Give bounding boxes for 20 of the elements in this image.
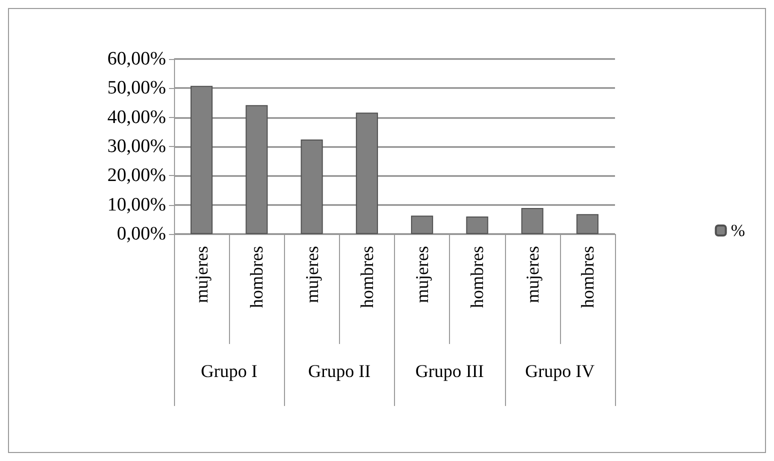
y-tick-label: 60,00% xyxy=(107,48,166,70)
x-tick-label: mujeres xyxy=(302,246,322,303)
x-tick-label: mujeres xyxy=(522,246,542,303)
x-tick-label: hombres xyxy=(577,246,598,308)
text: Grupo IV xyxy=(525,361,595,381)
text: Grupo III xyxy=(415,361,484,381)
x-tick-label: hombres xyxy=(246,246,267,308)
y-tick-label: 0,00% xyxy=(116,224,166,244)
x-tick-label: hombres xyxy=(467,246,488,308)
y-tick-label: 40,00% xyxy=(107,106,166,128)
y-tick-label: 50,00% xyxy=(107,78,166,99)
x-tick-label: hombres xyxy=(356,246,377,308)
y-tick-label: 20,00% xyxy=(107,165,166,186)
y-tick-label: 30,00% xyxy=(107,136,166,157)
y-tick-label: 10,00% xyxy=(107,194,166,216)
text: Grupo II xyxy=(308,361,371,381)
legend-label: % xyxy=(730,221,746,240)
x-tick-label: mujeres xyxy=(412,246,432,303)
x-tick-label: mujeres xyxy=(192,246,212,303)
text: Grupo I xyxy=(200,361,258,381)
